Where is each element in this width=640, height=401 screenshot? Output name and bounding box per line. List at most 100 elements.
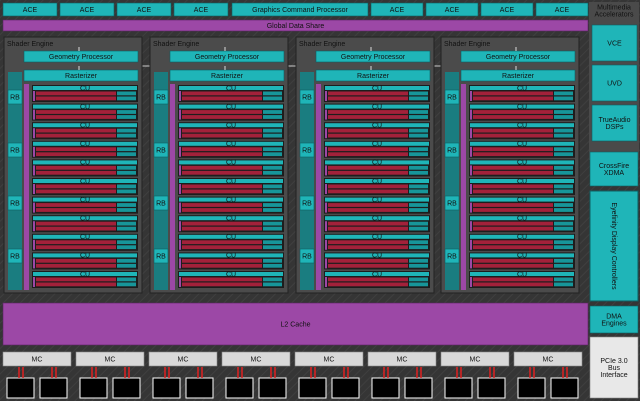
- cu-header: [470, 234, 574, 239]
- simd: [182, 245, 262, 250]
- render-backend: [153, 89, 169, 105]
- cu-cache: [554, 110, 573, 114]
- cu-scheduler: [179, 277, 181, 287]
- cu-cache: [117, 277, 136, 282]
- simd: [328, 110, 408, 114]
- simd: [473, 152, 553, 157]
- cu-header: [470, 272, 574, 276]
- cu-cache: [554, 221, 573, 226]
- cu-cache: [409, 152, 428, 157]
- cu-scheduler: [470, 202, 472, 213]
- render-backend: [444, 195, 460, 211]
- cu-cache: [117, 96, 136, 101]
- cu-scheduler: [33, 184, 35, 194]
- geometry-processor-label: Geometry Processor: [195, 54, 260, 61]
- cu-cache: [117, 189, 136, 194]
- vce-label: VCE: [607, 40, 622, 47]
- cu-cache: [263, 110, 282, 114]
- cu-cache: [409, 263, 428, 268]
- cu-scheduler: [179, 239, 181, 250]
- cu-cache: [409, 170, 428, 175]
- cu-header: [33, 160, 137, 165]
- cu-header: [33, 197, 137, 202]
- shader-engine-label: Shader Engine: [153, 41, 199, 48]
- simd: [328, 203, 408, 207]
- cu-scheduler: [33, 221, 35, 232]
- simd: [328, 96, 408, 101]
- purple-column: [24, 84, 29, 290]
- dma: [589, 305, 639, 334]
- cu-cache: [117, 258, 136, 263]
- cu-label: CU: [226, 123, 236, 130]
- rb-column: [445, 72, 459, 290]
- cu-label: CU: [226, 271, 236, 278]
- cu-header: [179, 253, 283, 258]
- cu-cache: [554, 282, 573, 287]
- ace: [59, 2, 115, 17]
- memory-controller-label: MC: [470, 356, 481, 363]
- memory-chip: [517, 377, 546, 399]
- simd: [36, 240, 116, 245]
- cu-scheduler: [470, 258, 472, 269]
- rb-column: [154, 72, 168, 290]
- cu-cache: [117, 152, 136, 157]
- cu-label: CU: [226, 197, 236, 204]
- render-backend: [153, 248, 169, 264]
- geometry-processor-label: Geometry Processor: [49, 54, 114, 61]
- cu-label: CU: [80, 141, 90, 148]
- cu-cache: [554, 165, 573, 170]
- cu-cache: [263, 189, 282, 194]
- cu-label: CU: [517, 178, 527, 185]
- cu-header: [470, 160, 574, 165]
- rb-column: [8, 72, 22, 290]
- cu-label: CU: [372, 253, 382, 260]
- memory-chip: [185, 377, 214, 399]
- cu-scheduler: [325, 258, 327, 269]
- render-backend: [7, 89, 23, 105]
- cu-scheduler: [470, 184, 472, 194]
- cu-cache: [117, 221, 136, 226]
- geometry-processor-label: Geometry Processor: [341, 54, 406, 61]
- cu-cache: [117, 245, 136, 250]
- cu-scheduler: [470, 239, 472, 250]
- memory-chip: [79, 377, 108, 399]
- cu-cache: [554, 240, 573, 245]
- simd: [328, 147, 408, 152]
- eyefinity: [589, 190, 639, 302]
- cu-header: [179, 272, 283, 276]
- cu-cache: [263, 152, 282, 157]
- memory-chip: [298, 377, 327, 399]
- cu-cache: [263, 165, 282, 170]
- cu-scheduler: [470, 146, 472, 157]
- simd: [36, 189, 116, 194]
- cu-scheduler: [325, 184, 327, 194]
- cu-scheduler: [33, 165, 35, 176]
- cu-header: [325, 160, 429, 165]
- cu-header: [179, 86, 283, 90]
- cu-cache: [409, 165, 428, 170]
- memory-controller: [294, 351, 364, 367]
- ace: [2, 2, 58, 17]
- cu-cache: [554, 152, 573, 157]
- ace: [480, 2, 534, 17]
- cu-header: [179, 123, 283, 128]
- cu-label: CU: [517, 253, 527, 260]
- rasterizer: [315, 69, 431, 82]
- cu-label: CU: [372, 104, 382, 111]
- cu-label: CU: [372, 85, 382, 92]
- cu-cache: [263, 91, 282, 96]
- cu-header: [325, 234, 429, 239]
- cu-cache: [117, 133, 136, 138]
- ace-label: ACE: [80, 7, 95, 14]
- cu-cache: [409, 110, 428, 114]
- cu-label: CU: [80, 271, 90, 278]
- simd: [36, 263, 116, 268]
- simd: [182, 110, 262, 114]
- cu-cache: [117, 110, 136, 114]
- cu-cache: [554, 258, 573, 263]
- cu-cache: [554, 115, 573, 119]
- simd: [473, 203, 553, 207]
- purple-column: [461, 84, 466, 290]
- cu-scheduler: [33, 128, 35, 139]
- rasterizer-label: Rasterizer: [502, 73, 535, 80]
